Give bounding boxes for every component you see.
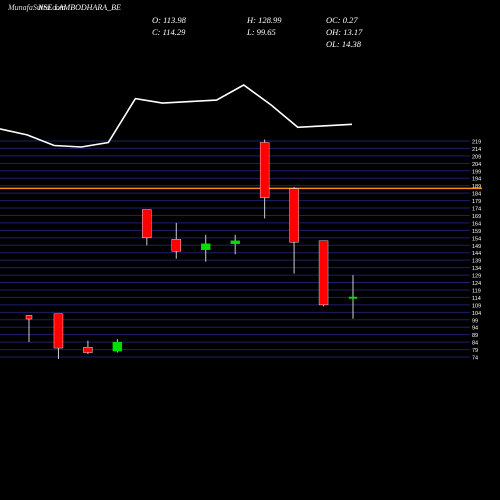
y-tick-label: 194 bbox=[472, 177, 481, 183]
y-tick-label: 129 bbox=[472, 274, 481, 280]
y-tick-label: 104 bbox=[472, 311, 481, 317]
y-axis-ticks: 2192142092041991941891841791741691641591… bbox=[472, 139, 481, 361]
candles bbox=[25, 139, 358, 359]
candle-body bbox=[25, 315, 33, 320]
y-tick-label: 164 bbox=[472, 221, 481, 227]
y-tick-label: 169 bbox=[472, 214, 481, 220]
y-tick-label: 209 bbox=[472, 154, 481, 160]
overlay-line bbox=[0, 84, 353, 148]
y-tick-label: 114 bbox=[472, 296, 481, 302]
oc-value: OC: 0.27 bbox=[326, 15, 358, 25]
candle-body bbox=[230, 240, 240, 244]
y-tick-label: 179 bbox=[472, 199, 481, 205]
candle-body bbox=[348, 296, 358, 299]
open-value: O: 113.98 bbox=[152, 15, 186, 25]
oh-value: OH: 13.17 bbox=[326, 27, 363, 37]
candle-body bbox=[259, 142, 270, 198]
y-tick-label: 149 bbox=[472, 244, 481, 250]
y-tick-label: 174 bbox=[472, 207, 481, 213]
high-value: H: 128.99 bbox=[247, 15, 282, 25]
y-tick-label: 94 bbox=[472, 326, 478, 332]
candle-body bbox=[318, 240, 329, 306]
y-tick-label: 189 bbox=[472, 184, 481, 190]
y-tick-label: 124 bbox=[472, 281, 481, 287]
y-tick-label: 214 bbox=[472, 147, 481, 153]
overlay-line-path bbox=[0, 84, 353, 148]
y-tick-label: 99 bbox=[472, 318, 478, 324]
candle-body bbox=[201, 243, 211, 250]
low-value: L: 99.65 bbox=[247, 27, 276, 37]
y-tick-label: 79 bbox=[472, 348, 478, 354]
candle-body bbox=[142, 209, 152, 239]
y-tick-label: 74 bbox=[472, 356, 478, 362]
close-value: C: 114.29 bbox=[152, 27, 186, 37]
y-tick-label: 139 bbox=[472, 259, 481, 265]
y-tick-label: 219 bbox=[472, 139, 481, 145]
y-tick-label: 159 bbox=[472, 229, 481, 235]
y-tick-label: 144 bbox=[472, 251, 481, 257]
site-title: MunafaSutra.com bbox=[8, 3, 66, 12]
y-tick-label: 134 bbox=[472, 266, 481, 272]
y-tick-label: 199 bbox=[472, 169, 481, 175]
y-tick-label: 84 bbox=[472, 341, 478, 347]
y-tick-label: 109 bbox=[472, 303, 481, 309]
candle-body bbox=[171, 239, 181, 252]
ol-value: OL: 14.38 bbox=[326, 39, 361, 49]
y-tick-label: 119 bbox=[472, 288, 481, 294]
symbol-label: NSE LAMBODHARA_BE bbox=[38, 3, 121, 12]
y-tick-label: 204 bbox=[472, 162, 481, 168]
y-tick-label: 184 bbox=[472, 192, 481, 198]
candle-body bbox=[53, 313, 64, 349]
candle-body bbox=[83, 347, 93, 353]
candle-body bbox=[112, 341, 123, 352]
y-tick-label: 154 bbox=[472, 236, 481, 242]
candle-body bbox=[289, 188, 299, 243]
y-tick-label: 89 bbox=[472, 333, 478, 339]
